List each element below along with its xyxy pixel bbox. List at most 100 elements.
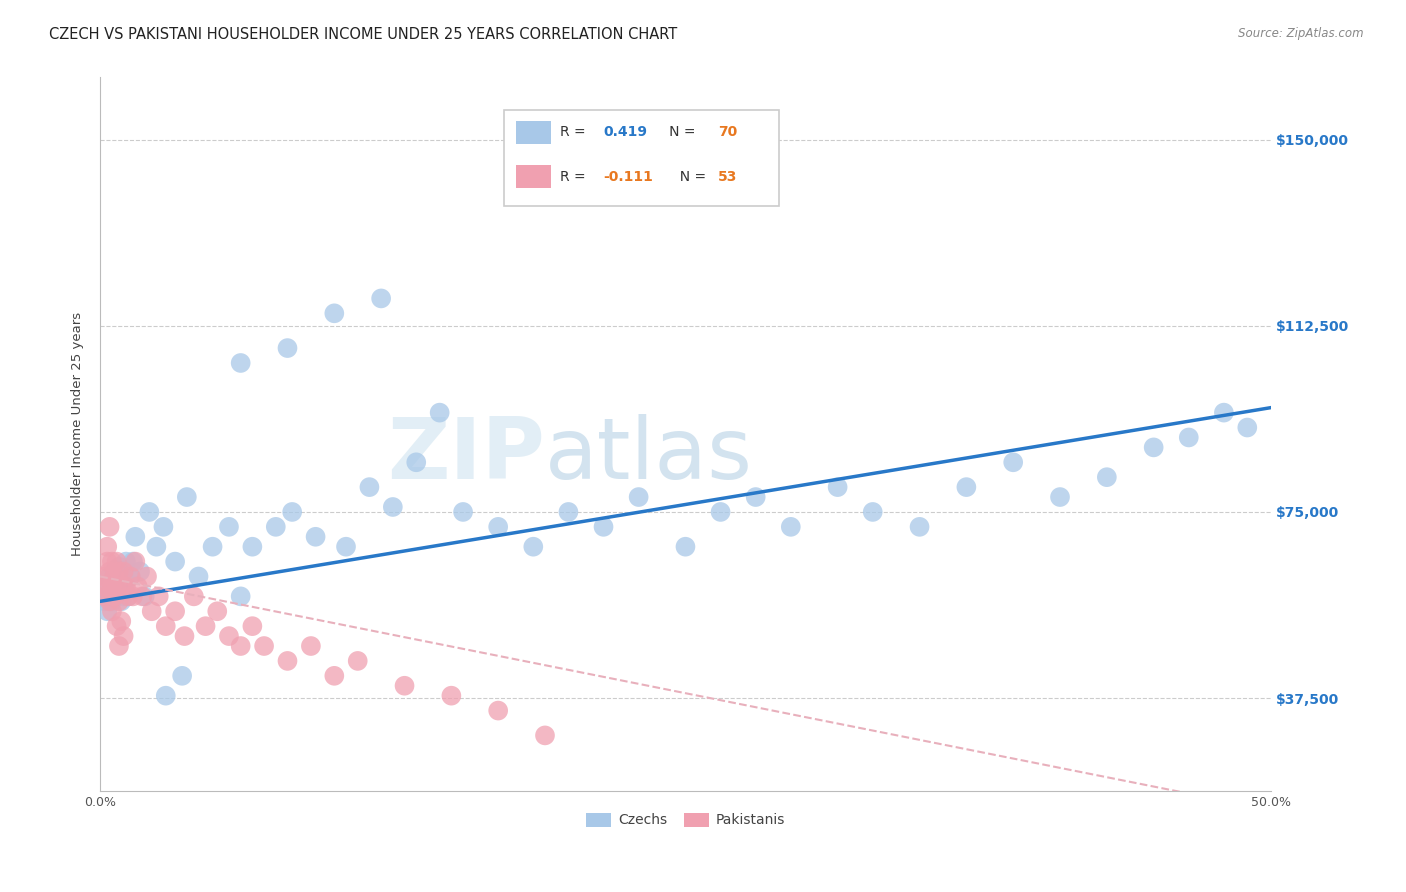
Point: [152, 520, 174, 534]
Point: [304, 530, 326, 544]
Point: [101, 579, 124, 593]
Point: [96, 579, 118, 593]
Point: [94, 590, 117, 604]
Point: [381, 500, 404, 514]
FancyBboxPatch shape: [503, 110, 779, 206]
Point: [323, 306, 346, 320]
Text: N =: N =: [657, 126, 700, 139]
Point: [155, 619, 177, 633]
Point: [108, 565, 131, 579]
Point: [276, 341, 298, 355]
Point: [1095, 470, 1118, 484]
Point: [105, 590, 128, 604]
Point: [165, 604, 187, 618]
Point: [91, 579, 114, 593]
Point: [173, 629, 195, 643]
Point: [108, 594, 131, 608]
Point: [98, 569, 121, 583]
Point: [299, 639, 322, 653]
Y-axis label: Householder Income Under 25 years: Householder Income Under 25 years: [72, 312, 84, 557]
Point: [96, 579, 118, 593]
Point: [229, 356, 252, 370]
Point: [105, 579, 128, 593]
Point: [129, 565, 152, 579]
Point: [335, 540, 357, 554]
Point: [486, 704, 509, 718]
Text: CZECH VS PAKISTANI HOUSEHOLDER INCOME UNDER 25 YEARS CORRELATION CHART: CZECH VS PAKISTANI HOUSEHOLDER INCOME UN…: [49, 27, 678, 42]
Point: [827, 480, 849, 494]
Point: [127, 579, 149, 593]
Text: 0.419: 0.419: [603, 126, 648, 139]
Point: [394, 679, 416, 693]
FancyBboxPatch shape: [516, 121, 551, 144]
Point: [1236, 420, 1258, 434]
Point: [101, 555, 124, 569]
Point: [96, 555, 118, 569]
Point: [276, 654, 298, 668]
Point: [110, 579, 132, 593]
Point: [172, 669, 194, 683]
Point: [115, 579, 138, 593]
Point: [165, 555, 187, 569]
Point: [103, 569, 125, 583]
Point: [110, 594, 132, 608]
Point: [229, 639, 252, 653]
Point: [346, 654, 368, 668]
Point: [627, 490, 650, 504]
Point: [557, 505, 579, 519]
Point: [370, 292, 392, 306]
Point: [405, 455, 427, 469]
Point: [522, 540, 544, 554]
Point: [108, 639, 131, 653]
Point: [440, 689, 463, 703]
Point: [112, 565, 135, 579]
Point: [112, 629, 135, 643]
FancyBboxPatch shape: [516, 165, 551, 188]
Point: [675, 540, 697, 554]
Point: [101, 604, 124, 618]
Point: [122, 590, 145, 604]
Point: [98, 565, 121, 579]
Text: R =: R =: [560, 170, 591, 185]
Point: [112, 590, 135, 604]
Point: [145, 540, 167, 554]
Point: [122, 555, 145, 569]
Point: [1212, 406, 1234, 420]
Point: [207, 604, 229, 618]
Point: [108, 574, 131, 589]
Point: [117, 590, 139, 604]
Point: [101, 594, 124, 608]
Text: Source: ZipAtlas.com: Source: ZipAtlas.com: [1239, 27, 1364, 40]
Point: [112, 565, 135, 579]
Point: [486, 520, 509, 534]
Text: 53: 53: [718, 170, 738, 185]
Point: [264, 520, 287, 534]
Point: [201, 540, 224, 554]
Point: [710, 505, 733, 519]
Point: [176, 490, 198, 504]
Point: [779, 520, 801, 534]
Point: [218, 629, 240, 643]
Point: [218, 520, 240, 534]
Point: [115, 555, 138, 569]
Point: [105, 619, 128, 633]
Text: 70: 70: [718, 126, 738, 139]
Point: [96, 604, 118, 618]
Point: [1143, 441, 1166, 455]
Point: [955, 480, 977, 494]
Point: [744, 490, 766, 504]
Point: [98, 594, 121, 608]
Point: [98, 590, 121, 604]
Point: [117, 590, 139, 604]
Point: [908, 520, 931, 534]
Point: [862, 505, 884, 519]
Point: [110, 614, 132, 628]
Point: [136, 569, 159, 583]
Point: [103, 590, 125, 604]
Text: N =: N =: [672, 170, 711, 185]
Point: [101, 579, 124, 593]
Point: [96, 540, 118, 554]
Text: ZIP: ZIP: [387, 414, 546, 497]
Point: [115, 574, 138, 589]
Text: R =: R =: [560, 126, 591, 139]
